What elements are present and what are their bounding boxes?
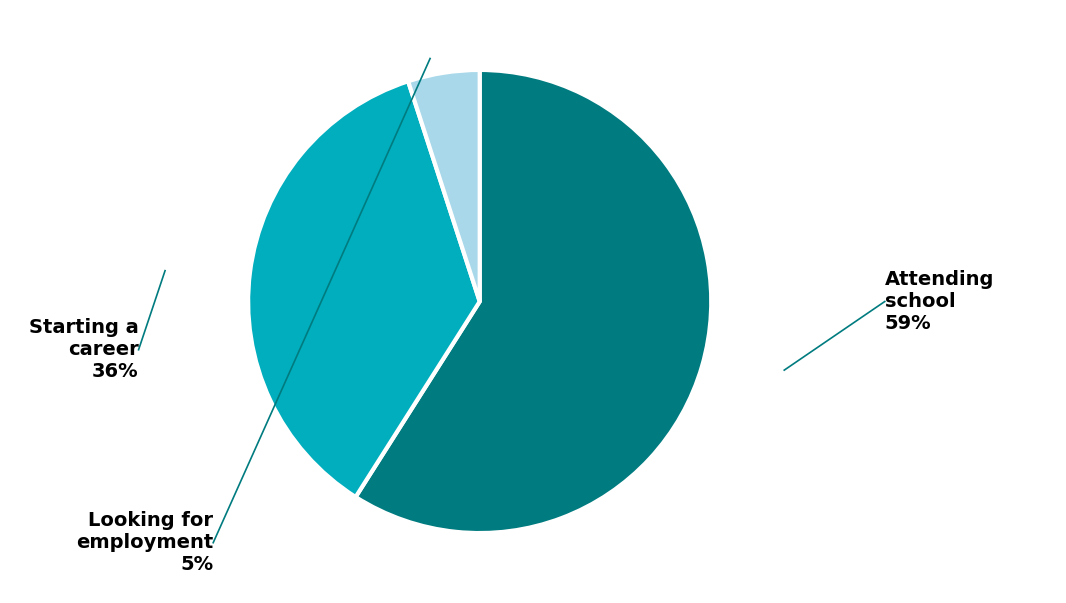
Wedge shape [356,70,711,533]
Wedge shape [408,70,480,302]
Text: Starting a
career
36%: Starting a career 36% [29,318,139,381]
Text: Looking for
employment
5%: Looking for employment 5% [76,511,213,574]
Text: Attending
school
59%: Attending school 59% [885,270,995,333]
Wedge shape [248,81,480,497]
